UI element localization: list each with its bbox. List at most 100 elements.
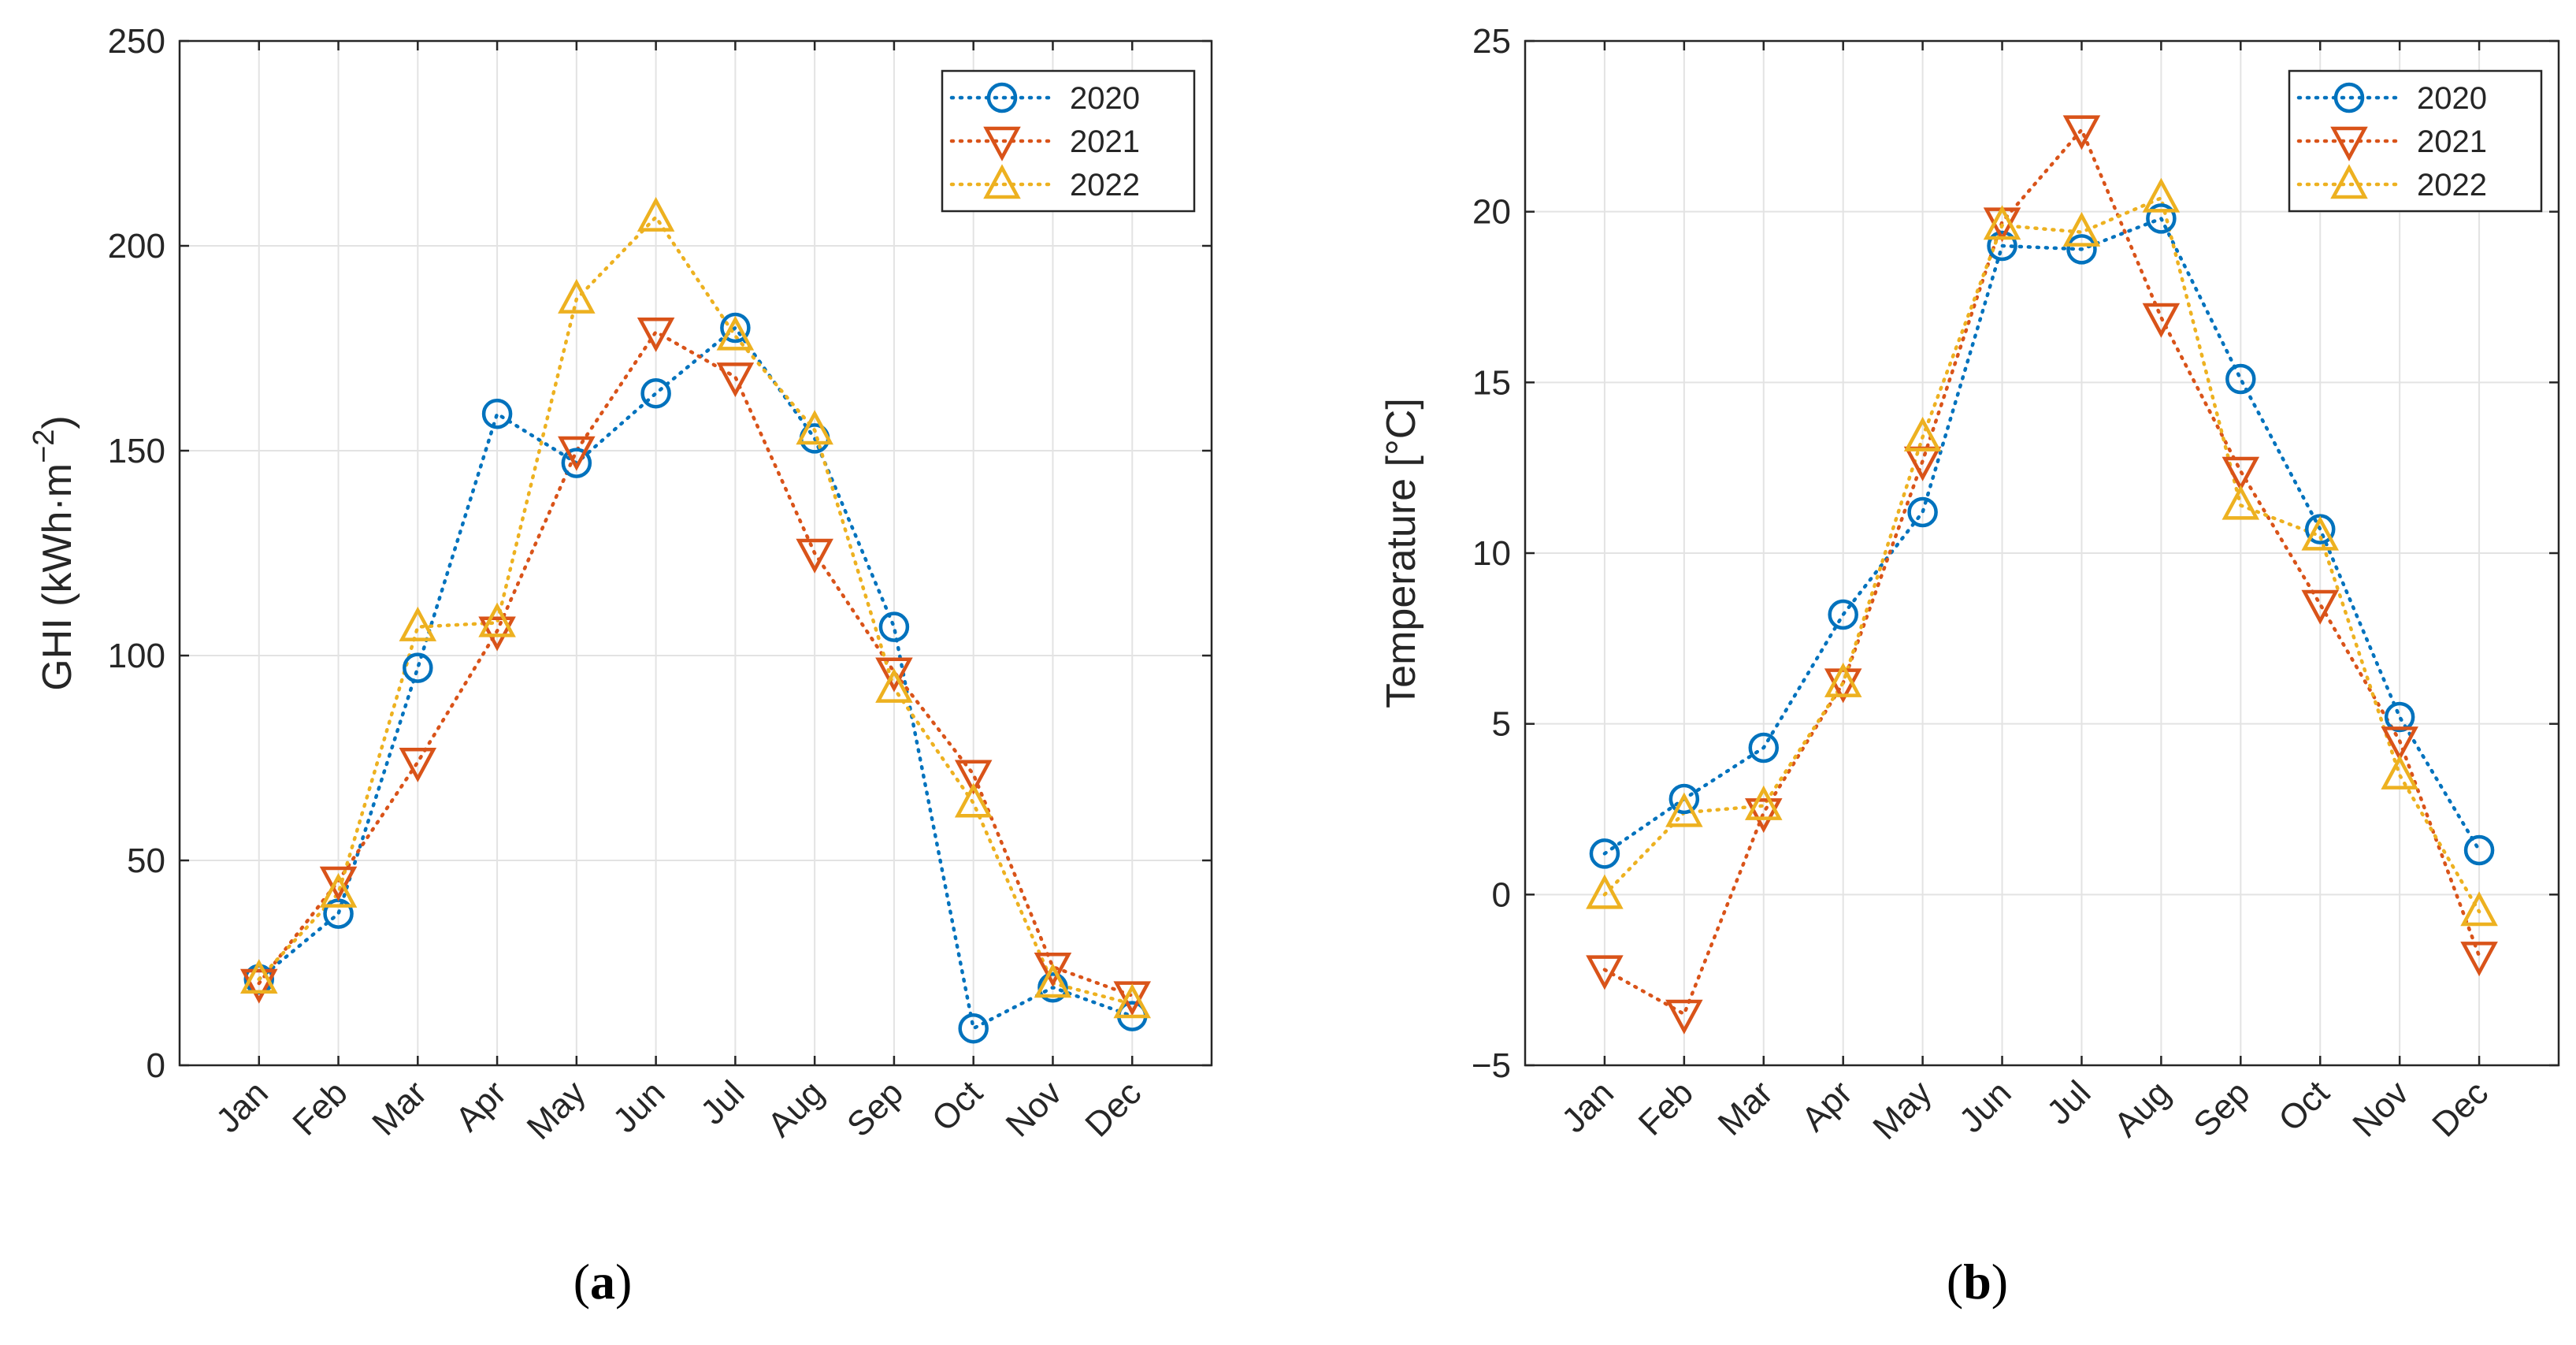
x-tick-label-jan: Jan	[1554, 1073, 1621, 1140]
data-point-2022-jan	[239, 959, 278, 994]
data-point-2021-apr	[1824, 668, 1862, 704]
data-point-2021-jul	[716, 362, 755, 398]
y-tick-label: −5	[1472, 1046, 1511, 1085]
data-point-2022-aug	[2142, 177, 2181, 213]
data-point-2022-oct	[954, 782, 993, 818]
data-point-2020-may	[1907, 496, 1938, 528]
data-point-2022-mar	[399, 606, 437, 641]
x-tick-label-jul: Jul	[693, 1073, 752, 1131]
legend-box	[2288, 69, 2543, 213]
data-point-2021-oct	[2301, 589, 2340, 625]
y-tick-label: 100	[108, 637, 165, 675]
data-point-2021-oct	[954, 760, 993, 795]
data-point-2021-feb	[1665, 999, 1703, 1035]
data-point-2020-sep	[878, 611, 910, 642]
x-tick-label-jul: Jul	[2040, 1073, 2098, 1131]
x-tick-label-oct: Oct	[925, 1073, 990, 1139]
x-tick-label-aug: Aug	[2106, 1073, 2177, 1144]
data-point-2022-apr	[1824, 662, 1862, 697]
data-point-2020-jun	[640, 377, 671, 409]
data-point-2020-jul	[720, 312, 751, 344]
data-point-2021-mar	[399, 747, 437, 782]
data-point-2021-dec	[2460, 942, 2498, 977]
x-tick-label-may: May	[519, 1073, 592, 1146]
data-point-2020-apr	[481, 398, 513, 429]
y-axis-label: Temperature [°C]	[1379, 398, 1424, 708]
legend-marker-2022	[983, 164, 1021, 199]
x-tick-label-dec: Dec	[1078, 1073, 1149, 1144]
data-point-2022-oct	[2301, 515, 2340, 551]
data-point-2022-sep	[2222, 485, 2260, 520]
data-point-2021-apr	[478, 616, 516, 652]
data-point-2021-jan	[239, 968, 278, 1004]
legend-marker-2021	[2330, 126, 2368, 162]
data-point-2021-aug	[796, 538, 833, 574]
y-tick-label: 5	[1492, 705, 1511, 744]
y-tick-label: 50	[127, 842, 165, 880]
data-point-2021-may	[558, 436, 596, 471]
y-tick-label: 200	[108, 227, 165, 266]
data-point-2022-feb	[1665, 792, 1703, 827]
data-point-2020-nov	[1037, 972, 1068, 1003]
y-axis-label: GHI (kWh·m−2)	[28, 415, 80, 691]
data-point-2020-mar	[403, 652, 433, 683]
legend-marker-2020	[986, 82, 1018, 113]
data-point-2020-sep	[2225, 363, 2256, 395]
data-point-2022-dec	[1113, 983, 1152, 1019]
data-point-2022-apr	[478, 602, 516, 637]
data-point-2020-feb	[1668, 783, 1700, 815]
data-point-2022-nov	[2381, 754, 2418, 790]
data-point-2022-jun	[637, 196, 675, 232]
x-tick-label-aug: Aug	[760, 1073, 831, 1144]
legend-marker-2021	[983, 126, 1021, 162]
y-tick-label: 150	[108, 432, 165, 470]
data-point-2021-nov	[2381, 726, 2418, 762]
y-tick-label: 20	[1472, 193, 1511, 232]
data-point-2021-sep	[2222, 456, 2260, 492]
data-point-2020-mar	[1748, 732, 1780, 764]
chart-panel-a: 0 50 100 150 200 250 Jan Feb Mar Apr May Jun Jul Aug S…	[28, 22, 1213, 1310]
x-tick-label-apr: Apr	[1795, 1073, 1860, 1139]
x-tick-label-dec: Dec	[2425, 1073, 2496, 1144]
data-point-2022-dec	[2460, 891, 2498, 927]
x-tick-label-jun: Jun	[606, 1073, 673, 1140]
data-point-2021-nov	[1034, 952, 1072, 987]
legend-label-2020: 2020	[2417, 81, 2487, 116]
chart-panel-b: −5 0 5 10 15 20 25 Jan Feb Mar Apr May Jun Jul Aug Sep O…	[1379, 22, 2560, 1310]
x-tick-label-nov: Nov	[999, 1073, 1070, 1144]
x-tick-label-jun: Jun	[1952, 1073, 2019, 1140]
data-point-2022-jan	[1586, 874, 1624, 909]
legend-marker-2020	[2333, 82, 2365, 113]
data-point-2021-aug	[2142, 303, 2181, 338]
data-point-2022-mar	[1744, 785, 1783, 820]
x-tick-label-oct: Oct	[2271, 1073, 2337, 1139]
data-point-2022-jun	[1983, 205, 2021, 240]
data-point-2020-apr	[1828, 599, 1858, 630]
y-tick-label: 10	[1472, 534, 1511, 573]
legend-label-2022: 2022	[1070, 168, 1140, 202]
series-line-2021	[1602, 126, 2481, 1017]
data-point-2022-jul	[2062, 211, 2101, 247]
data-point-2021-feb	[319, 866, 358, 901]
x-tick-label-feb: Feb	[285, 1073, 354, 1143]
x-tick-label-jan: Jan	[209, 1073, 276, 1140]
y-tick-label: 15	[1472, 363, 1511, 402]
y-tick-label: 0	[1492, 875, 1511, 914]
x-tick-label-apr: Apr	[448, 1073, 514, 1139]
data-point-2022-may	[558, 278, 596, 314]
data-point-2022-sep	[875, 667, 913, 703]
x-tick-label-mar: Mar	[1711, 1073, 1780, 1143]
data-point-2020-may	[561, 448, 592, 478]
data-point-2021-dec	[1113, 981, 1152, 1016]
legend-label-2021: 2021	[1070, 124, 1140, 159]
data-point-2020-jul	[2066, 234, 2097, 265]
panel-caption-b: (b)	[1947, 1254, 2008, 1310]
data-point-2020-jan	[1589, 838, 1620, 869]
x-tick-label-mar: Mar	[365, 1073, 434, 1143]
data-point-2022-nov	[1034, 963, 1072, 998]
series-line-2020	[257, 325, 1134, 1031]
data-point-2020-nov	[2384, 701, 2415, 733]
x-tick-label-sep: Sep	[840, 1073, 911, 1144]
data-point-2020-dec	[2463, 834, 2495, 866]
